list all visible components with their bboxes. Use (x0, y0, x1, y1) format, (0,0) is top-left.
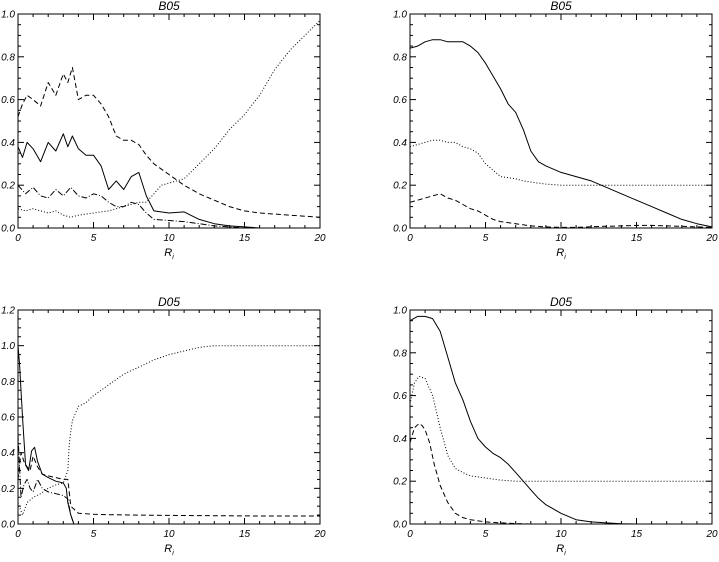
series-line-solid (18, 345, 75, 524)
y-tick-label: 0.8 (1, 377, 15, 388)
plot-frame (17, 13, 321, 229)
series-line-dotted (410, 139, 712, 186)
chart-title: D05 (550, 295, 572, 309)
y-tick-label: 0.0 (393, 520, 407, 531)
y-tick-label: 0.0 (1, 520, 15, 531)
x-tick-label: 10 (555, 529, 567, 540)
series-line-dashed (410, 193, 712, 228)
y-tick-label: 0.6 (393, 391, 407, 402)
x-tick-label: 15 (239, 529, 251, 540)
series-line-dashed (18, 67, 320, 218)
y-tick-label: 0.0 (1, 224, 15, 235)
x-tick-label: 20 (313, 529, 326, 540)
x-tick-label: 10 (163, 529, 175, 540)
plot-frame (409, 13, 713, 229)
x-axis-label: Ri (164, 247, 174, 261)
x-tick-label: 15 (631, 529, 643, 540)
y-tick-label: 0.0 (393, 224, 407, 235)
series-line-solid (18, 133, 320, 228)
x-tick-label: 15 (631, 233, 643, 244)
y-tick-label: 0.6 (1, 413, 15, 424)
x-axis-label-subscript: i (564, 550, 566, 557)
y-tick-label: 0.2 (1, 484, 15, 495)
y-tick-label: 0.4 (1, 138, 15, 149)
chart-panel: B05 0 5 10 15 20 0.0 0.2 0.4 0.6 0.8 1.0 Ri (393, 0, 718, 261)
y-tick-label: 0.4 (393, 138, 407, 149)
y-tick-label: 1.0 (393, 10, 407, 21)
x-tick-label: 0 (407, 529, 413, 540)
y-tick-label: 1.0 (1, 10, 15, 21)
x-tick-label: 10 (555, 233, 567, 244)
x-axis-label-main: R (164, 543, 172, 555)
series-line-dashed (410, 422, 712, 524)
y-tick-label: 0.6 (393, 95, 407, 106)
x-tick-label: 0 (15, 233, 21, 244)
x-axis-label-main: R (556, 247, 564, 259)
x-axis-label-subscript: i (172, 550, 174, 557)
y-tick-label: 0.2 (393, 181, 407, 192)
series-line-dotted (18, 20, 320, 218)
series-line-solid (410, 315, 637, 524)
chart-panel: B05 0 5 10 15 20 0.0 0.2 0.4 0.6 0.8 1.0 Ri (1, 0, 326, 261)
x-axis-label: Ri (556, 247, 566, 261)
x-tick-label: 20 (313, 233, 326, 244)
chart-panel: D05 0 5 10 15 20 0.0 0.2 0.4 0.6 0.8 1.0 Ri (393, 295, 718, 557)
chart-title: D05 (158, 295, 180, 309)
x-axis-label: Ri (556, 543, 566, 557)
x-axis-label-main: R (164, 247, 172, 259)
plot-frame (17, 309, 321, 525)
x-axis-label: Ri (164, 543, 174, 557)
x-tick-label: 5 (483, 529, 489, 540)
series-line-dotted (410, 375, 712, 482)
x-tick-label: 5 (91, 529, 97, 540)
series-line-solid (410, 39, 712, 228)
y-tick-label: 1.0 (1, 341, 15, 352)
y-tick-label: 0.4 (393, 434, 407, 445)
y-tick-label: 0.2 (393, 477, 407, 488)
series-line-dashdot (18, 434, 75, 524)
y-tick-label: 0.8 (1, 52, 15, 63)
y-tick-label: 0.2 (1, 181, 15, 192)
x-tick-label: 20 (705, 529, 718, 540)
x-tick-label: 10 (163, 233, 175, 244)
x-tick-label: 20 (705, 233, 718, 244)
series-line-dashed (18, 452, 320, 517)
y-tick-label: 1.2 (1, 306, 15, 317)
x-axis-label-main: R (556, 543, 564, 555)
y-tick-label: 1.0 (393, 306, 407, 317)
chart-title: B05 (158, 0, 180, 13)
y-tick-label: 0.8 (393, 348, 407, 359)
x-tick-label: 5 (483, 233, 489, 244)
y-tick-label: 0.4 (1, 448, 15, 459)
series-line-dotted (18, 345, 320, 516)
y-tick-label: 0.8 (393, 52, 407, 63)
x-tick-label: 15 (239, 233, 251, 244)
plot-frame (409, 309, 713, 525)
x-tick-label: 0 (15, 529, 21, 540)
series-line-dashdot (18, 184, 320, 228)
x-axis-label-subscript: i (564, 254, 566, 261)
chart-title: B05 (550, 0, 572, 13)
x-axis-label-subscript: i (172, 254, 174, 261)
x-tick-label: 0 (407, 233, 413, 244)
chart-panel: D05 0 5 10 15 20 0.0 0.2 0.4 0.6 0.8 1.0 1.2 Ri (1, 295, 326, 557)
y-tick-label: 0.6 (1, 95, 15, 106)
x-tick-label: 5 (91, 233, 97, 244)
